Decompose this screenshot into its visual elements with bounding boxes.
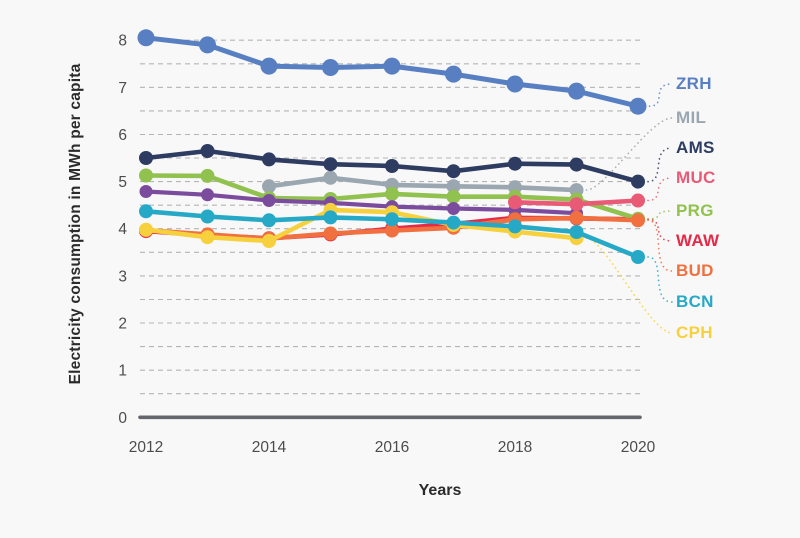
legend-label-waw: WAW <box>676 231 720 250</box>
data-point-bcn <box>139 204 153 219</box>
data-point-unlabeled <box>139 185 153 198</box>
data-point-zrh <box>199 36 216 54</box>
data-point-ams <box>262 152 276 167</box>
data-point-mil <box>446 179 461 194</box>
y-tick-label: 1 <box>118 363 127 380</box>
y-tick-label: 2 <box>118 316 127 333</box>
data-point-bcn <box>508 219 522 234</box>
data-point-bcn <box>569 225 584 239</box>
data-point-cph <box>139 222 153 237</box>
legend-leader-line <box>647 147 673 183</box>
y-tick-label: 3 <box>118 268 127 285</box>
data-point-cph <box>262 234 276 248</box>
y-tick-label: 5 <box>118 174 127 191</box>
data-point-bcn <box>262 213 276 228</box>
data-point-bud <box>631 213 645 228</box>
data-point-bcn <box>200 209 215 224</box>
data-point-ams <box>323 157 338 172</box>
y-tick-label: 8 <box>118 33 127 50</box>
data-point-prg <box>139 168 153 183</box>
legend-leader-line <box>647 210 673 220</box>
data-point-bcn <box>323 210 338 225</box>
data-point-bud <box>323 226 338 241</box>
data-point-bcn <box>385 212 399 227</box>
series-line-cph <box>143 207 579 244</box>
x-tick-label: 2012 <box>129 439 163 456</box>
data-point-prg <box>385 186 399 201</box>
legend-label-bcn: BCN <box>676 292 714 311</box>
data-point-ams <box>139 151 153 165</box>
data-point-muc <box>508 195 522 210</box>
data-point-zrh <box>568 82 585 100</box>
legend-label-ams: AMS <box>676 138 715 157</box>
data-point-zrh <box>383 57 401 75</box>
data-point-ams <box>446 164 461 179</box>
data-point-zrh <box>629 97 647 115</box>
data-point-ams <box>508 156 522 171</box>
y-tick-label: 7 <box>118 80 127 97</box>
data-point-unlabeled <box>447 202 460 215</box>
data-point-mil <box>262 179 276 194</box>
data-point-zrh <box>445 65 462 83</box>
data-point-muc <box>631 193 645 208</box>
data-point-mil <box>323 170 338 185</box>
x-axis-title: Years <box>418 482 462 499</box>
legend-label-mil: MIL <box>676 108 707 127</box>
y-axis-title: Electricity consumption in MWh per capit… <box>67 63 84 385</box>
series-line-mil <box>266 175 579 193</box>
data-point-zrh <box>322 59 339 76</box>
data-point-ams <box>385 159 399 173</box>
legend-label-muc: MUC <box>676 168 716 187</box>
x-tick-label: 2014 <box>252 439 287 456</box>
data-point-bcn <box>631 250 645 264</box>
legend-leader-line <box>647 218 673 242</box>
legend-label-prg: PRG <box>676 201 714 220</box>
data-point-muc <box>569 197 584 212</box>
x-tick-label: 2020 <box>621 439 656 456</box>
x-tick-label: 2018 <box>498 439 532 456</box>
data-point-ams <box>200 144 215 158</box>
legend-leader-line <box>647 256 673 303</box>
legend-label-cph: CPH <box>676 323 713 342</box>
legend-leader-line <box>647 177 673 202</box>
legend-leader-line <box>647 219 673 272</box>
series-line-unlabeled <box>143 189 579 216</box>
data-point-cph <box>200 230 215 245</box>
y-tick-label: 4 <box>118 221 127 238</box>
data-point-zrh <box>260 57 278 75</box>
legend-label-zrh: ZRH <box>676 74 712 93</box>
data-point-zrh <box>506 75 524 93</box>
data-point-unlabeled <box>201 188 214 202</box>
data-point-prg <box>200 168 215 183</box>
data-point-ams <box>569 157 584 172</box>
x-tick-label: 2016 <box>375 439 409 456</box>
data-point-bud <box>569 210 584 225</box>
data-point-ams <box>631 174 645 189</box>
legend-leader-line <box>648 83 673 108</box>
data-point-zrh <box>137 29 155 47</box>
data-point-prg <box>446 189 461 204</box>
y-tick-label: 6 <box>118 127 127 144</box>
legend-label-bud: BUD <box>676 261 714 280</box>
data-point-bud <box>385 223 399 238</box>
data-point-unlabeled <box>262 194 276 207</box>
y-tick-label: 0 <box>118 410 127 427</box>
data-point-bcn <box>446 215 461 230</box>
